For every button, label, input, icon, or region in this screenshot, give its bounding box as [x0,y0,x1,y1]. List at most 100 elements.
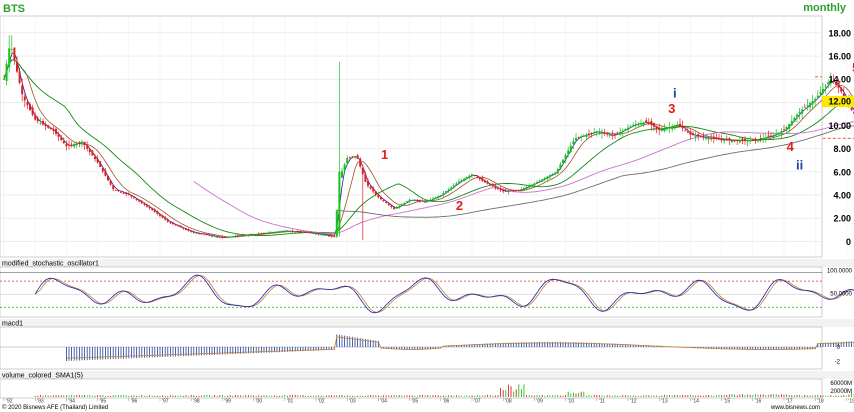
candlestick [114,189,117,191]
candlestick [130,195,133,199]
candlestick [554,172,557,176]
year-tick-label: '12 [630,399,637,405]
candlestick [484,179,486,183]
price-panel: 12345ABCiiiiii 02.004.006.008.0010.0012.… [0,15,854,258]
candlestick [187,228,190,232]
price-y-axis: 0 2.00 4.00 6.00 8.00 10.00 12.00 14.00 16.00 18.… [828,28,851,246]
candlestick [598,128,601,136]
candlestick [614,133,616,139]
candlestick [515,189,518,192]
candlestick [211,234,213,238]
candlestick [234,234,237,238]
candlestick [153,208,156,213]
candlestick [541,178,544,183]
candlestick [296,229,299,234]
candlestick [551,173,554,175]
candlestick [395,205,398,210]
candlestick [398,205,401,210]
candlestick [60,134,63,142]
volume-tick-20000m: 20000M [830,389,852,395]
candlestick [179,224,182,228]
candlestick [796,112,798,122]
candlestick [169,221,172,225]
candlestick [291,229,294,234]
candlestick [770,131,772,138]
candlestick [491,182,494,187]
year-tick-label: '19 [848,399,854,405]
candlestick [143,202,146,207]
candlestick [16,56,18,73]
candlestick [182,227,185,230]
candlestick [595,130,598,137]
chart-title: BTS [3,3,25,15]
wave-label: 4 [787,139,795,154]
candlestick [481,175,484,183]
candlestick [117,189,120,193]
candlestick [822,82,824,96]
candlestick [468,174,471,180]
candlestick [309,231,312,234]
candlestick [619,127,622,136]
candlestick [757,139,759,143]
candlestick [611,130,614,140]
candlestick [510,189,512,192]
candlestick [458,178,460,184]
price-tick-label: 16.00 [828,52,851,62]
copyright-text: © 2020 Bisnews AFE (Thailand) Limited [2,404,108,411]
stochastic-title-bar [0,259,854,267]
stochastic-tick-50: 50.0000 [830,292,852,298]
candlestick [632,122,635,127]
candlestick [3,74,5,81]
candlestick [788,123,791,134]
candlestick [416,198,419,203]
candlestick [125,191,128,197]
candlestick [307,230,310,234]
volume-frame [0,378,823,399]
candlestick [18,67,21,85]
candlestick [413,199,416,202]
candlestick [346,155,349,165]
candlestick [653,122,655,131]
candlestick [322,234,325,236]
candlestick [83,141,86,150]
year-tick-label: '96 [131,399,138,405]
candlestick [257,232,260,235]
stochastic-title: modified_stochastic_oscillator1 [2,261,99,268]
candlestick [294,231,297,234]
candlestick [273,231,276,234]
candlestick [172,221,174,225]
candlestick [629,124,632,128]
year-tick-label: '01 [287,399,294,405]
candlestick [580,134,583,142]
wave-label: 3 [668,101,675,116]
candlestick [112,184,115,192]
candlestick [785,126,788,134]
candlestick [421,199,424,202]
candlestick [65,140,68,151]
candlestick [408,198,411,203]
candlestick [133,197,135,199]
candlestick [533,182,536,187]
candlestick [23,93,26,108]
macd-signal-line [66,336,854,359]
candlestick [341,168,343,179]
candlestick [231,235,234,238]
candlestick [382,198,385,202]
candlestick [437,195,440,200]
candlestick [582,133,585,137]
candlestick [642,121,645,127]
candlestick [393,206,395,210]
candlestick [338,61,341,237]
volume-panel: volume_colored_SMA1(5) 60000M 20000M [0,371,854,399]
candlestick [216,236,219,239]
candlestick [343,162,346,172]
candlestick [205,233,208,236]
candlestick [455,181,458,186]
candlestick [512,189,515,193]
candlestick [546,175,549,183]
candlestick [364,171,367,183]
candlestick [265,232,268,235]
price-tick-label: 6.00 [833,167,851,177]
year-tick-label: '07 [474,399,481,405]
candlestick [549,173,551,180]
